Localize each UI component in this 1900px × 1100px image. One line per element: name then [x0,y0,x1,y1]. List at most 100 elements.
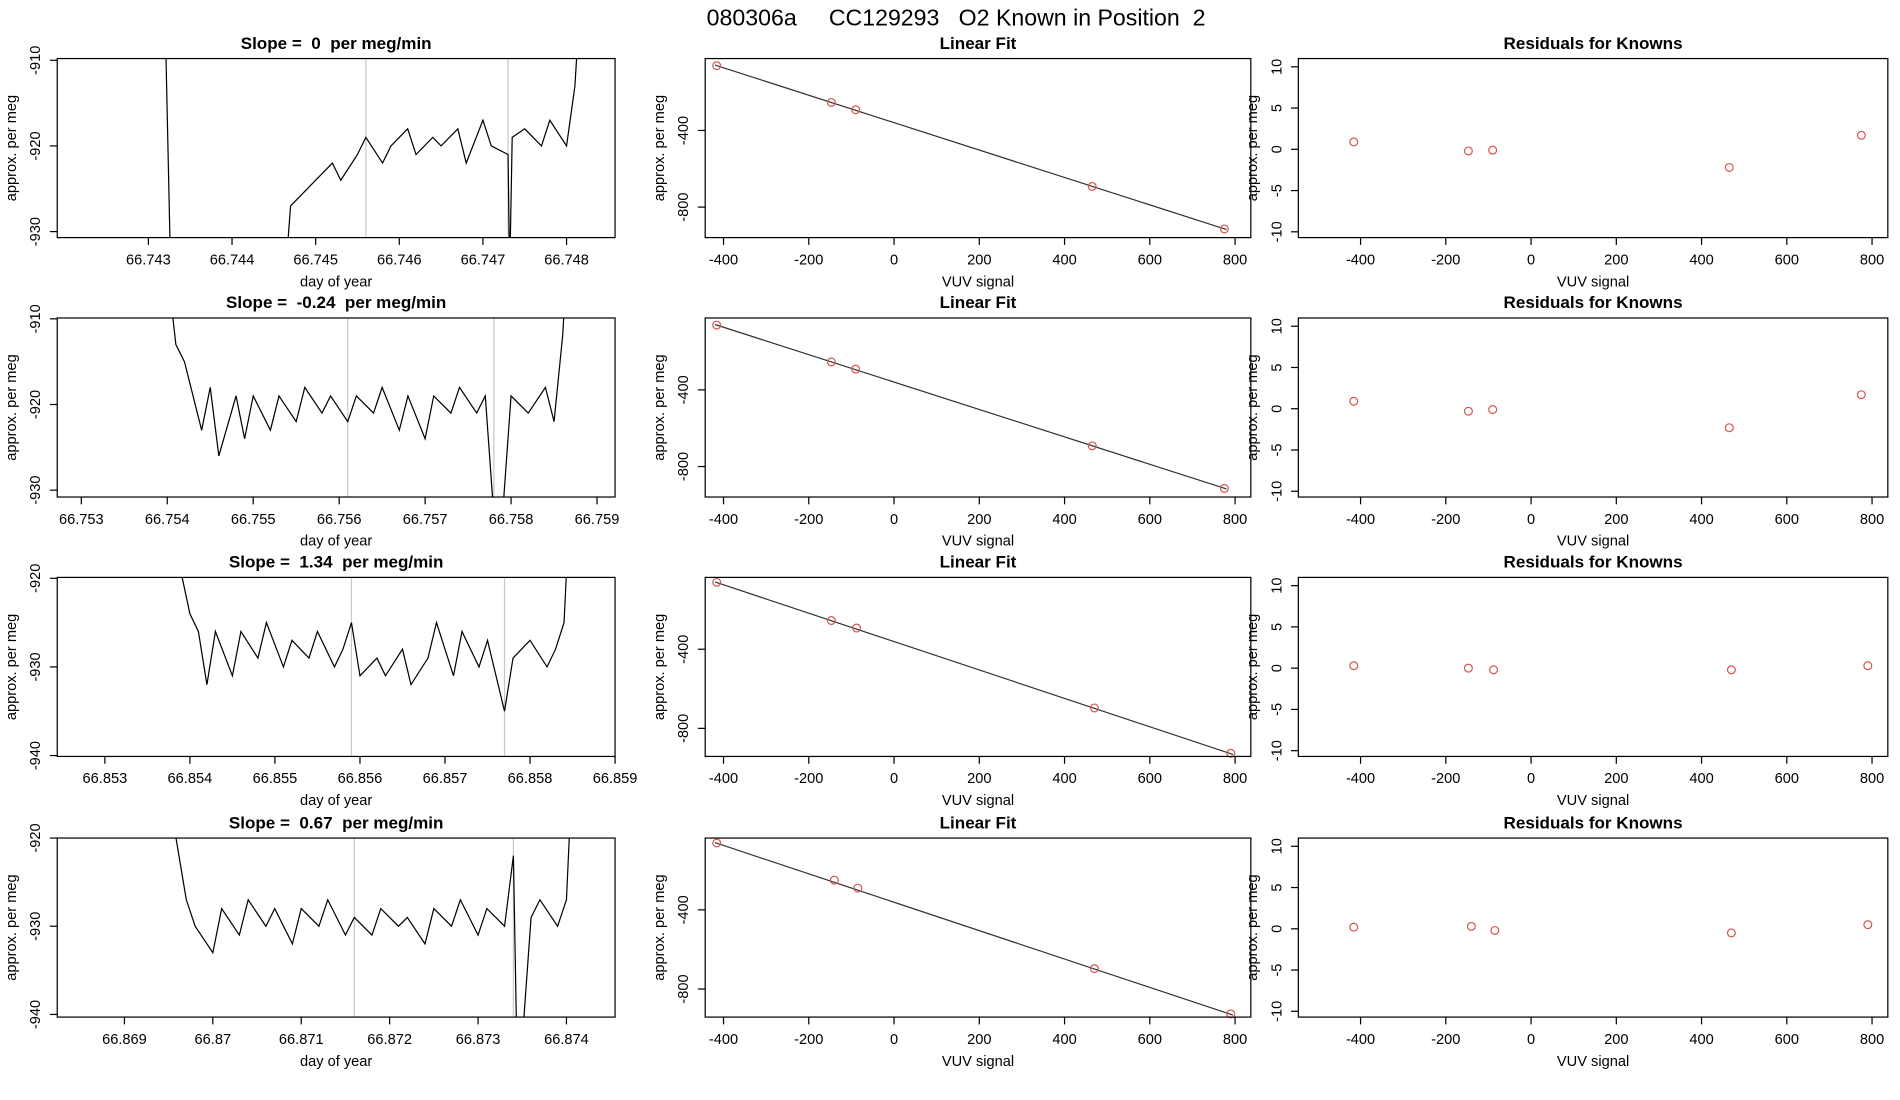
panel-title: Residuals for Knowns [1504,813,1683,832]
x-tick-label: 0 [1527,512,1535,528]
x-tick-label: -400 [709,512,738,528]
y-axis-label: approx. per meg [652,874,668,980]
x-tick-label: 800 [1223,1032,1247,1048]
x-tick-label: 0 [1527,252,1535,268]
data-point [1463,146,1473,156]
plot-frame [56,576,616,758]
x-tick-label: 200 [1604,252,1628,268]
data-point [829,875,839,885]
panel-title: Slope = -0.24 per meg/min [226,293,446,312]
x-tick-label: 600 [1775,771,1799,787]
y-tick-label: -910 [28,46,44,75]
y-tick-label: -940 [28,1000,44,1029]
x-tick-label: -200 [794,1032,823,1048]
fit-line [714,842,1234,1016]
x-tick-label: 600 [1775,512,1799,528]
y-tick-label: -400 [676,116,692,145]
plot-frame [704,837,1252,1018]
y-tick-label: -920 [28,564,44,593]
x-tick-label: 600 [1775,1032,1799,1048]
data-point [1466,921,1476,931]
y-axis-label: approx. per meg [652,95,668,201]
x-tick-label: 66.859 [593,771,638,787]
x-tick-label: 800 [1860,252,1884,268]
panel: Residuals for Knowns VUV signal approx. pe… [1245,34,1889,290]
x-tick-label: 66.754 [145,512,190,528]
y-tick-label: -5 [1269,443,1285,456]
y-tick-label: -10 [1269,481,1285,502]
panel-title: Residuals for Knowns [1504,553,1683,572]
x-tick-label: 0 [890,252,898,268]
x-tick-label: 800 [1860,512,1884,528]
y-tick-label: -5 [1269,703,1285,716]
data-point [1856,390,1866,400]
panel: Residuals for Knowns VUV signal approx. pe… [1245,293,1889,550]
panel-title: Linear Fit [940,813,1017,832]
x-tick-label: 800 [1860,1032,1884,1048]
x-tick-label: 800 [1223,771,1247,787]
data-point [1488,405,1498,415]
fit-line [714,64,1227,231]
data-point [1726,928,1736,938]
x-axis-label: VUV signal [942,793,1014,809]
panel-title: Residuals for Knowns [1504,293,1683,312]
x-tick-label: 400 [1689,512,1713,528]
x-tick-label: 66.743 [126,252,171,268]
data-point [1219,224,1229,234]
y-tick-label: -400 [676,375,692,404]
panel-title: Residuals for Knowns [1504,34,1683,53]
panel-title: Linear Fit [940,293,1017,312]
y-tick-label: -10 [1269,221,1285,242]
x-axis-label: day of year [300,274,372,290]
data-point [1087,441,1097,451]
y-tick-label: 0 [1269,925,1285,933]
x-tick-label: 200 [1604,1032,1628,1048]
x-axis-label: day of year [300,534,372,550]
y-tick-label: 5 [1269,883,1285,891]
x-tick-label: 66.853 [83,771,128,787]
x-tick-label: 0 [890,1032,898,1048]
x-tick-label: 400 [1689,1032,1713,1048]
data-point [1349,137,1359,147]
x-tick-label: -400 [1346,771,1375,787]
data-point [1349,396,1359,406]
x-tick-label: 800 [1860,771,1884,787]
data-point [851,105,861,115]
x-tick-label: 600 [1138,512,1162,528]
plot-frame [704,317,1252,498]
y-axis-label: approx. per meg [652,354,668,460]
fit-line [714,581,1234,756]
x-tick-label: -400 [1346,1032,1375,1048]
panel: Slope = 0.67 per meg/min day of year appro… [4,813,616,1070]
x-tick-label: 66.857 [423,771,468,787]
panel: Linear Fit VUV signal approx. per meg -400 -… [652,813,1252,1070]
y-axis-label: approx. per meg [4,614,20,720]
data-line [165,58,578,238]
x-axis-label: VUV signal [1557,1054,1629,1070]
x-tick-label: 400 [1689,252,1713,268]
x-axis-label: VUV signal [1557,534,1629,550]
y-tick-label: -920 [28,823,44,852]
y-tick-label: 5 [1269,104,1285,112]
y-tick-label: -800 [676,974,692,1003]
y-tick-label: 10 [1269,59,1285,75]
y-tick-label: -10 [1269,740,1285,761]
data-line [181,577,567,712]
x-tick-label: 200 [967,1032,991,1048]
y-tick-label: -5 [1269,184,1285,197]
y-tick-label: -5 [1269,964,1285,977]
x-tick-label: 66.758 [489,512,534,528]
x-tick-label: -200 [1431,771,1460,787]
x-tick-label: 200 [1604,512,1628,528]
y-tick-label: -930 [28,652,44,681]
y-tick-label: -400 [676,635,692,664]
x-tick-label: -400 [1346,252,1375,268]
x-axis-label: VUV signal [942,1054,1014,1070]
data-point [1863,661,1873,671]
y-tick-label: -920 [28,390,44,419]
plot-frame [704,57,1252,239]
data-point [1488,145,1498,155]
x-axis-label: VUV signal [1557,274,1629,290]
x-tick-label: 66.872 [367,1032,412,1048]
data-line [172,317,565,498]
